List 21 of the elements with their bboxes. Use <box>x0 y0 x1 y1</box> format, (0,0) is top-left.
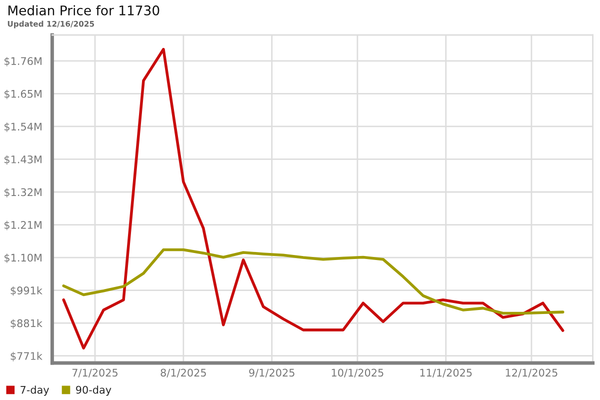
y-tick-label: $771k <box>10 352 42 362</box>
y-tick-label: $881k <box>10 319 42 329</box>
y-tick-label: $1.54M <box>4 122 42 132</box>
y-tick-label: $991k <box>10 286 42 296</box>
x-tick-label: 9/1/2025 <box>249 368 294 378</box>
chart-title: Median Price for 11730 <box>8 5 160 16</box>
x-tick-label: 10/1/2025 <box>332 368 384 378</box>
legend-label: 90-day <box>76 386 112 396</box>
line-series <box>62 248 564 315</box>
y-tick-label: $1.76M <box>4 56 42 66</box>
x-tick-label: 7/1/2025 <box>72 368 118 378</box>
x-tick-label: 12/1/2025 <box>506 368 558 378</box>
y-tick-label: $1.10M <box>4 254 42 264</box>
legend-label: 7-day <box>20 386 50 396</box>
x-tick-label: 11/1/2025 <box>420 368 472 378</box>
y-tick-label: $1.21M <box>4 220 42 230</box>
y-tick-label: $1.43M <box>4 155 42 165</box>
x-tick-label: 8/1/2025 <box>160 368 206 378</box>
y-tick-label: $1.32M <box>4 188 42 198</box>
line-series <box>62 48 564 350</box>
y-tick-label: $1.65M <box>4 90 42 100</box>
